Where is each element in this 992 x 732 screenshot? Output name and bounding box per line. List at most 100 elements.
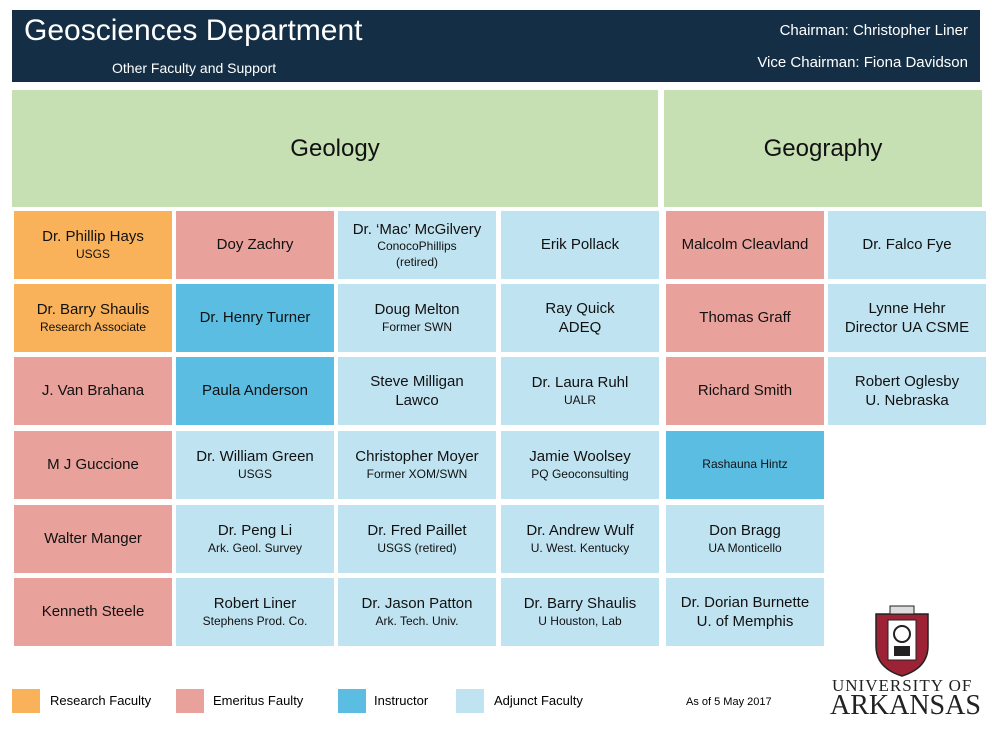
faculty-cell: Ray Quick ADEQ (501, 284, 659, 352)
faculty-cell: Richard Smith (666, 357, 824, 425)
faculty-detail: Former XOM/SWN (366, 466, 468, 481)
faculty-name: Dr. Jason Patton (361, 595, 473, 613)
faculty-name: Walter Manger (44, 530, 142, 548)
logo-shield (875, 605, 929, 677)
legend-swatch (176, 689, 204, 713)
faculty-name: Christopher Moyer (355, 448, 479, 466)
faculty-cell: M J Guccione (14, 431, 172, 499)
faculty-cell: Paula Anderson (176, 357, 334, 425)
faculty-detail: Stephens Prod. Co. (202, 613, 308, 628)
faculty-cell: Dr. Dorian Burnette U. of Memphis (666, 578, 824, 646)
faculty-name: J. Van Brahana (41, 382, 145, 400)
faculty-cell: Erik Pollack (501, 211, 659, 279)
faculty-cell: Dr. Peng Li Ark. Geol. Survey (176, 505, 334, 573)
faculty-detail: UA Monticello (708, 540, 782, 555)
faculty-name: Dr. Dorian Burnette (680, 593, 810, 611)
faculty-name: Dr. Andrew Wulf (526, 522, 634, 540)
faculty-detail: USGS (237, 466, 272, 481)
faculty-cell: Dr. Jason Patton Ark. Tech. Univ. (338, 578, 496, 646)
faculty-cell: Steve Milligan Lawco (338, 357, 496, 425)
faculty-name: Director UA CSME (844, 319, 970, 336)
subtitle: Other Faculty and Support (112, 60, 277, 76)
faculty-detail: U. West. Kentucky (530, 540, 630, 555)
department-header: Geography (664, 90, 982, 207)
faculty-name: Don Bragg (709, 522, 781, 540)
faculty-name: U. of Memphis (696, 613, 794, 630)
faculty-name: Dr. William Green (196, 448, 314, 466)
faculty-name: Robert Liner (213, 595, 297, 613)
faculty-detail: Rashauna Hintz (702, 457, 788, 472)
faculty-detail: Former SWN (382, 319, 452, 334)
faculty-cell: Dr. Barry Shaulis U Houston, Lab (501, 578, 659, 646)
logo-text-bottom: ARKANSAS (830, 690, 981, 721)
legend-label: Instructor (374, 693, 429, 708)
faculty-name: Dr. Fred Paillet (367, 522, 467, 540)
faculty-cell: Malcolm Cleavland (666, 211, 824, 279)
faculty-name: Dr. Falco Fye (862, 236, 952, 254)
chairman: Chairman: Christopher Liner (779, 22, 968, 39)
faculty-name: Steve Milligan (370, 372, 464, 390)
faculty-name: U. Nebraska (865, 392, 949, 409)
faculty-name: Robert Oglesby (854, 372, 960, 390)
faculty-name: Doug Melton (374, 301, 460, 319)
faculty-cell: Doug Melton Former SWN (338, 284, 496, 352)
faculty-detail: ConocoPhillips (377, 239, 457, 254)
faculty-detail: UALR (563, 392, 596, 407)
faculty-cell: Robert Oglesby U. Nebraska (828, 357, 986, 425)
vice-chairman: Vice Chairman: Fiona Davidson (757, 54, 968, 71)
faculty-name: Dr. Henry Turner (199, 309, 311, 327)
faculty-name: Ray Quick (545, 299, 615, 317)
faculty-cell: Rashauna Hintz (666, 431, 824, 499)
faculty-cell: Kenneth Steele (14, 578, 172, 646)
faculty-name: Dr. ‘Mac’ McGilvery (352, 220, 482, 238)
faculty-cell: Dr. ‘Mac’ McGilvery ConocoPhillips (retire… (338, 211, 496, 279)
faculty-name: Dr. Phillip Hays (42, 228, 144, 246)
legend-label: Research Faculty (50, 693, 152, 708)
faculty-cell: Dr. Phillip Hays USGS (14, 211, 172, 279)
faculty-name: Dr. Laura Ruhl (531, 374, 629, 392)
faculty-detail: Ark. Geol. Survey (207, 540, 303, 555)
faculty-cell: Doy Zachry (176, 211, 334, 279)
faculty-detail: USGS (75, 246, 110, 261)
date: As of 5 May 2017 (686, 696, 772, 708)
faculty-cell: Thomas Graff (666, 284, 824, 352)
faculty-name: Paula Anderson (202, 382, 308, 400)
faculty-name: M J Guccione (47, 456, 139, 474)
faculty-cell: Walter Manger (14, 505, 172, 573)
faculty-name: Malcolm Cleavland (681, 236, 809, 254)
faculty-cell: Dr. Henry Turner (176, 284, 334, 352)
faculty-name: Dr. Peng Li (217, 522, 293, 540)
faculty-detail: Research Associate (39, 319, 147, 334)
faculty-name: Erik Pollack (540, 236, 620, 254)
faculty-cell: Dr. William Green USGS (176, 431, 334, 499)
faculty-name: Kenneth Steele (41, 603, 145, 621)
faculty-cell: Dr. Barry Shaulis Research Associate (14, 284, 172, 352)
faculty-cell: Dr. Fred Paillet USGS (retired) (338, 505, 496, 573)
faculty-name: ADEQ (558, 319, 602, 336)
legend-swatch (338, 689, 366, 713)
department-header: Geology (12, 90, 658, 207)
faculty-name: Thomas Graff (699, 309, 791, 327)
header: Geosciences Department Other Faculty and… (12, 10, 980, 82)
faculty-detail: Ark. Tech. Univ. (375, 613, 459, 628)
faculty-name: Doy Zachry (216, 236, 294, 254)
faculty-cell: Jamie Woolsey PQ Geoconsulting (501, 431, 659, 499)
faculty-cell: Christopher Moyer Former XOM/SWN (338, 431, 496, 499)
title: Geosciences Department (24, 14, 363, 47)
faculty-name: Dr. Barry Shaulis (36, 301, 150, 319)
faculty-detail: PQ Geoconsulting (531, 466, 629, 481)
legend-label: Emeritus Faulty (213, 693, 304, 708)
legend-swatch (456, 689, 484, 713)
faculty-cell: Dr. Laura Ruhl UALR (501, 357, 659, 425)
faculty-detail: U Houston, Lab (538, 613, 622, 628)
faculty-cell: Lynne Hehr Director UA CSME (828, 284, 986, 352)
faculty-name: Lynne Hehr (868, 299, 946, 317)
faculty-name: Richard Smith (697, 382, 793, 400)
faculty-cell: J. Van Brahana (14, 357, 172, 425)
faculty-detail: USGS (retired) (377, 540, 457, 555)
faculty-name: Dr. Barry Shaulis (523, 595, 637, 613)
legend-label: Adjunct Faculty (494, 693, 583, 708)
faculty-name: Jamie Woolsey (529, 448, 631, 466)
faculty-detail: (retired) (395, 254, 438, 269)
